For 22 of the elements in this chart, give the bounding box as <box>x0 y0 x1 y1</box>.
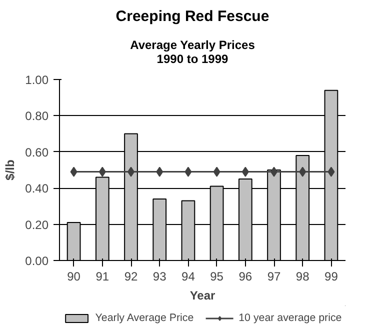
y-tick-label: 0.60 <box>25 145 49 160</box>
x-tick-label: 98 <box>296 270 310 284</box>
x-tick-label: 92 <box>124 270 138 284</box>
y-tick-label: 0.20 <box>25 218 49 232</box>
chart-subtitle: Average Yearly Prices 1990 to 1999 <box>130 38 255 66</box>
x-tick-label: 99 <box>324 270 338 284</box>
y-tick-label: 0.40 <box>25 182 49 196</box>
x-tick-label: 97 <box>267 270 281 284</box>
y-axis-title: $/lb <box>3 160 18 180</box>
x-tick-label: 94 <box>182 270 196 284</box>
x-tick-label: 91 <box>96 270 110 284</box>
y-tick-label: 0.00 <box>25 254 49 268</box>
legend-label: Yearly Average Price <box>95 312 194 324</box>
x-tick-label: 96 <box>238 270 252 284</box>
chart-title: Creeping Red Fescue <box>116 7 270 27</box>
y-tick-label: 1.00 <box>25 73 49 87</box>
y-tick-label: 0.80 <box>25 109 49 124</box>
legend-label: 10 year average price <box>238 312 342 324</box>
x-tick-label: 90 <box>67 270 81 284</box>
x-tick-label: 93 <box>152 270 167 284</box>
x-tick-label: 95 <box>210 270 224 284</box>
x-axis-title: Year <box>190 288 216 302</box>
